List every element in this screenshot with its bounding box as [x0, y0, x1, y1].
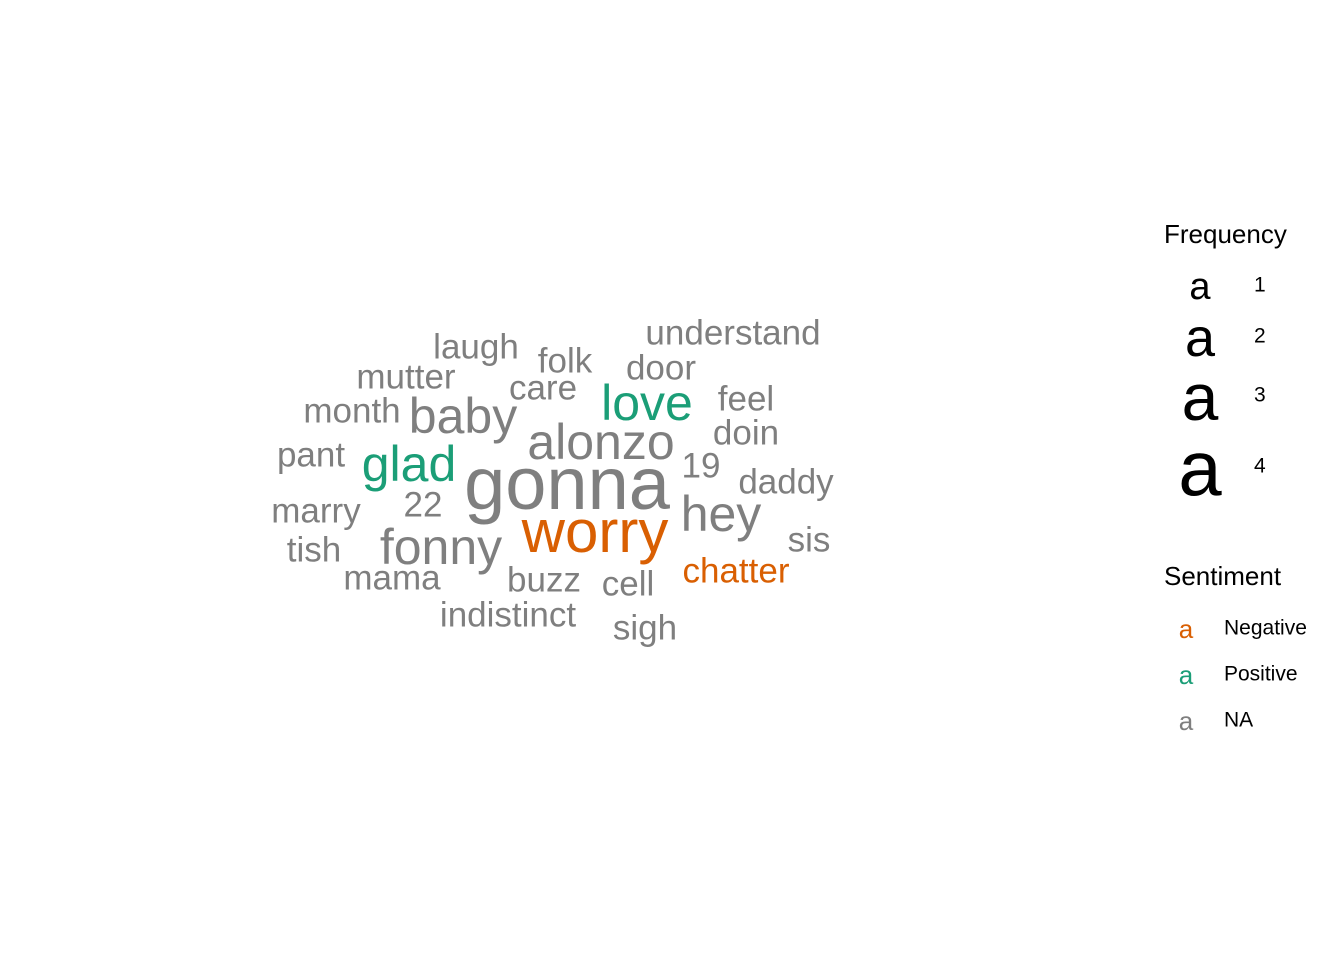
word-hey: hey	[680, 486, 762, 542]
frequency-key-label-1: 1	[1254, 273, 1266, 297]
word-laugh: laugh	[433, 327, 519, 367]
sentiment-key-glyph-na: a	[1178, 706, 1194, 736]
word-pant: pant	[276, 435, 346, 475]
frequency-key-label-2: 2	[1254, 324, 1266, 348]
word-glad: glad	[361, 436, 457, 492]
sentiment-key-label-na: NA	[1224, 708, 1254, 732]
word-worry: worry	[521, 498, 669, 565]
word-alonzo: alonzo	[527, 414, 675, 470]
legend: Frequency a 1 a 2 a 3 a 4 Sentiment a Negative a P…	[1164, 0, 1344, 960]
word-folk: folk	[537, 341, 593, 381]
word-chatter: chatter	[682, 551, 790, 591]
frequency-legend-title: Frequency	[1164, 219, 1287, 249]
frequency-key-glyph-4: a	[1178, 424, 1222, 512]
word-fonny: fonny	[379, 519, 503, 575]
word-doin: doin	[712, 413, 780, 453]
word-understand: understand	[645, 313, 821, 353]
word-feel: feel	[717, 379, 775, 419]
word-gonna: gonna	[464, 442, 670, 525]
word-month: month	[303, 391, 401, 431]
word-daddy: daddy	[738, 462, 834, 502]
word-indistinct: indistinct	[439, 595, 577, 635]
word-baby: baby	[408, 388, 518, 444]
frequency-key-label-3: 3	[1254, 383, 1266, 407]
frequency-key-label-4: 4	[1254, 454, 1266, 478]
sentiment-key-label-negative: Negative	[1224, 616, 1307, 640]
frequency-key-glyph-3: a	[1181, 360, 1219, 434]
sentiment-key-glyph-negative: a	[1178, 614, 1194, 644]
word-love: love	[601, 375, 693, 431]
sentiment-key-glyph-positive: a	[1178, 660, 1194, 690]
word-22: 22	[403, 485, 443, 525]
word-sis: sis	[787, 520, 831, 560]
word-cell: cell	[601, 564, 655, 604]
word-marry: marry	[271, 491, 361, 531]
word-care: care	[508, 368, 578, 408]
word-door: door	[625, 348, 697, 388]
sentiment-legend-title: Sentiment	[1164, 561, 1282, 591]
word-19: 19	[681, 446, 721, 486]
word-sigh: sigh	[612, 608, 678, 648]
frequency-key-glyph-1: a	[1189, 266, 1211, 308]
frequency-key-glyph-2: a	[1184, 308, 1216, 368]
word-mutter: mutter	[356, 357, 456, 397]
sentiment-key-label-positive: Positive	[1224, 662, 1298, 686]
word-cloud: gonna worry alonzo baby fonny hey love glad unde…	[271, 313, 834, 648]
word-buzz: buzz	[507, 560, 581, 600]
word-mama: mama	[343, 558, 441, 598]
word-tish: tish	[286, 530, 342, 570]
